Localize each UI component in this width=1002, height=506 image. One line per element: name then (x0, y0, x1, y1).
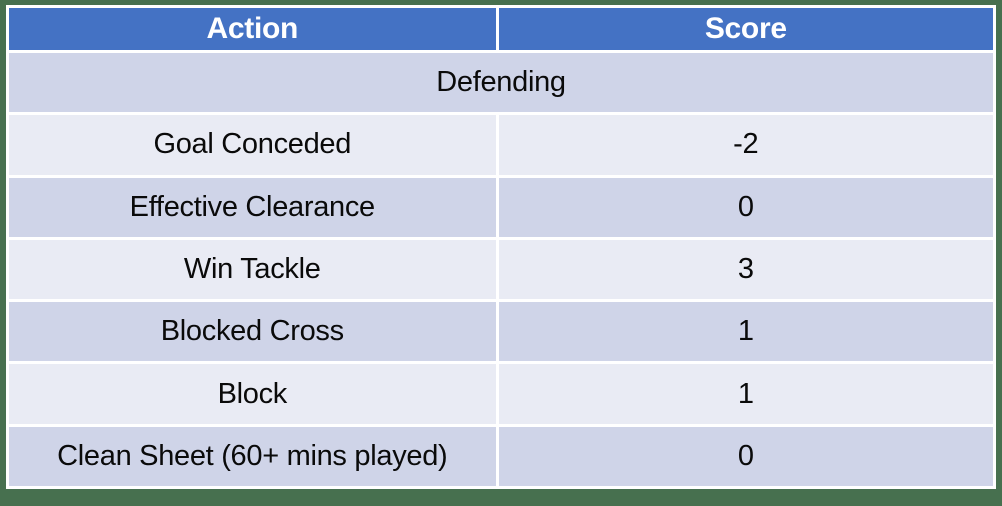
action-cell: Win Tackle (6, 236, 499, 303)
action-cell: Blocked Cross (6, 299, 499, 365)
table-row: Blocked Cross 1 (6, 299, 997, 365)
column-header-action: Action (6, 5, 499, 53)
section-row-defending: Defending (6, 49, 996, 116)
table-row: Goal Conceded -2 (6, 112, 997, 178)
column-header-score: Score (495, 5, 997, 53)
scoring-table: Action Score Defending Goal Conceded -2 … (6, 5, 997, 490)
table-row: Clean Sheet (60+ mins played) 0 (6, 423, 997, 490)
score-cell: 3 (495, 236, 997, 303)
action-cell: Block (6, 361, 499, 427)
action-cell: Clean Sheet (60+ mins played) (6, 423, 499, 490)
section-label: Defending (6, 49, 996, 116)
score-cell: 0 (495, 174, 997, 240)
action-cell: Goal Conceded (6, 112, 499, 178)
action-cell: Effective Clearance (6, 174, 499, 240)
score-cell: 1 (495, 299, 997, 365)
table-row: Effective Clearance 0 (6, 174, 997, 240)
table-row: Block 1 (6, 361, 997, 427)
score-cell: 1 (495, 361, 997, 427)
table-row: Win Tackle 3 (6, 236, 997, 303)
score-cell: 0 (495, 423, 997, 490)
header-row: Action Score (6, 5, 997, 53)
score-cell: -2 (495, 112, 997, 178)
scoring-table-container: Action Score Defending Goal Conceded -2 … (6, 5, 997, 490)
